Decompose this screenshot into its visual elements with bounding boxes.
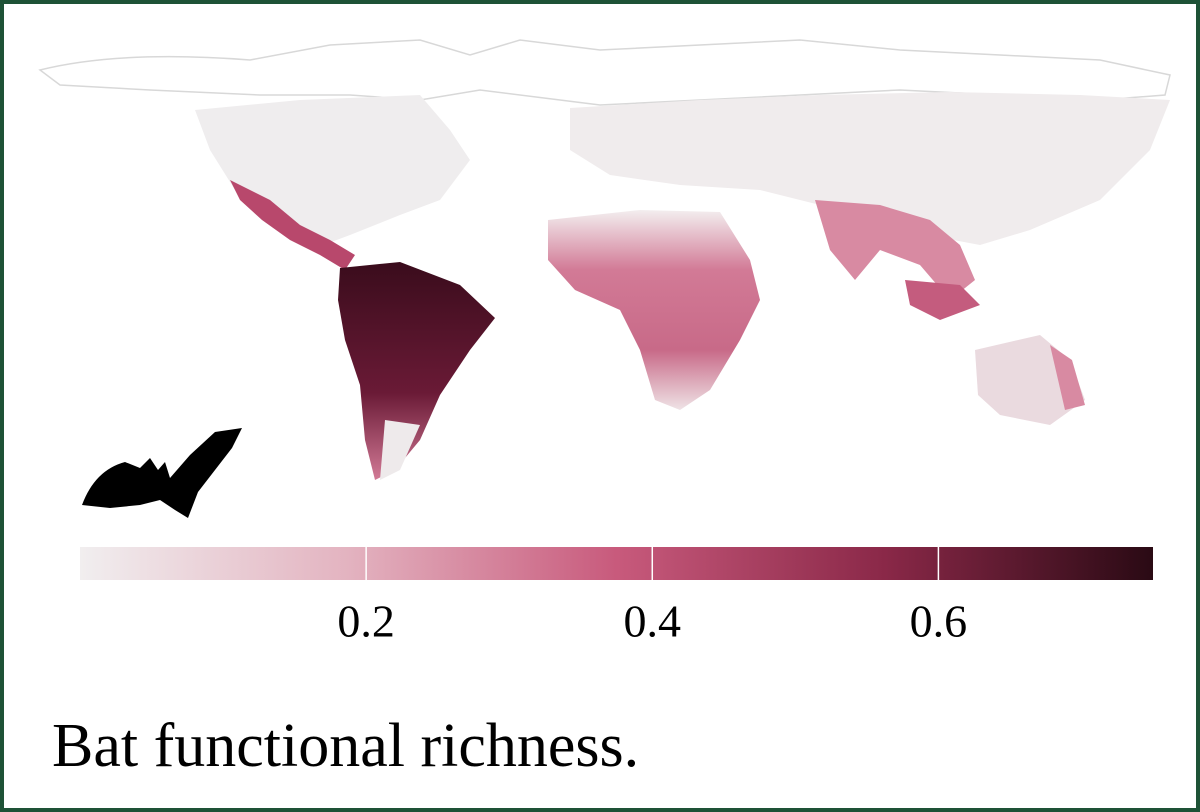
caption: Bat functional richness. xyxy=(52,712,639,780)
colorbar-tick-label: 0.2 xyxy=(337,596,395,647)
colorbar-tick-label: 0.6 xyxy=(910,596,968,647)
australia-east xyxy=(1050,345,1085,410)
africa xyxy=(548,210,760,410)
colorbar-tick-label: 0.4 xyxy=(624,596,682,647)
world-map xyxy=(38,39,1171,480)
south-america xyxy=(338,262,495,480)
colorbar-gradient xyxy=(80,547,1153,580)
arctic-outline xyxy=(38,39,1171,106)
bat-silhouette xyxy=(82,428,242,518)
patagonia xyxy=(380,420,420,480)
central-america xyxy=(230,180,355,270)
eurasia xyxy=(570,92,1170,245)
colorbar: 0.2 0.4 0.6 xyxy=(80,547,1153,647)
south-asia xyxy=(815,200,975,300)
south-east-asia xyxy=(905,280,980,320)
